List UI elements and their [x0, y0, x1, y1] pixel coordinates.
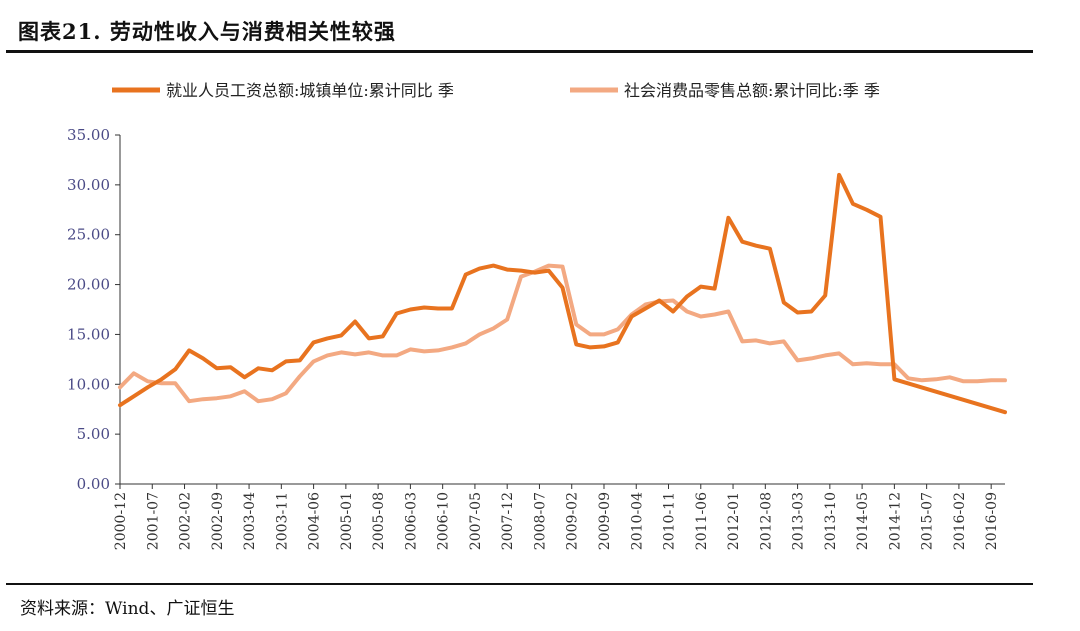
x-tick-label: 2002-02	[178, 492, 194, 550]
bottom-rule	[6, 583, 1033, 585]
x-tick-label: 2003-04	[242, 492, 258, 550]
y-tick-label: 35.00	[67, 126, 110, 144]
x-tick-label: 2013-10	[823, 492, 839, 550]
x-tick-label: 2002-09	[210, 492, 226, 550]
x-tick-label: 2009-02	[565, 492, 581, 550]
x-tick-label: 2005-01	[339, 492, 355, 550]
y-tick-label: 15.00	[67, 325, 110, 343]
x-tick-label: 2014-05	[855, 492, 871, 550]
x-tick-label: 2005-08	[371, 492, 387, 550]
x-tick-label: 2010-11	[662, 492, 678, 550]
top-rule	[6, 50, 1033, 53]
y-tick-label: 5.00	[77, 425, 110, 443]
legend-label-series-2: 社会消费品零售总额:累计同比:季 季	[624, 81, 880, 100]
y-tick-label: 30.00	[67, 176, 110, 194]
legend: 就业人员工资总额:城镇单位:累计同比 季 社会消费品零售总额:累计同比:季 季	[112, 81, 880, 100]
x-tick-label: 2001-07	[145, 492, 161, 550]
y-tick-label: 20.00	[67, 276, 110, 294]
y-tick-label: 0.00	[77, 475, 110, 493]
y-tick-label: 10.00	[67, 375, 110, 393]
chart-title: 图表21. 劳动性收入与消费相关性较强	[18, 19, 396, 44]
x-tick-label: 2006-03	[403, 492, 419, 550]
series-line-2	[118, 263, 1007, 404]
x-tick-label: 2010-04	[629, 492, 645, 550]
series-line-1	[118, 172, 1007, 415]
x-tick-label: 2012-01	[726, 492, 742, 550]
x-tick-label: 2000-12	[113, 492, 129, 550]
x-tick-label: 2014-12	[887, 492, 903, 550]
x-tick-label: 2009-09	[597, 492, 613, 550]
x-tick-label: 2016-02	[952, 492, 968, 550]
x-tick-label: 2016-09	[984, 492, 1000, 550]
x-tick-label: 2012-08	[758, 492, 774, 550]
series-layer	[118, 172, 1007, 415]
x-tick-label: 2013-03	[791, 492, 807, 550]
source-note: 资料来源：Wind、广证恒生	[20, 599, 235, 619]
x-tick-label: 2004-06	[307, 492, 323, 550]
legend-item-series-2: 社会消费品零售总额:累计同比:季 季	[570, 81, 880, 100]
x-axis: 2000-12 2001-07 2002-02 2002-09 2003-04 2003-…	[113, 483, 1005, 550]
x-tick-label: 2015-07	[920, 492, 936, 550]
x-tick-label: 2007-12	[500, 492, 516, 550]
y-axis: 35.00 30.00 25.00 20.00 15.00 10.00 5.00 0.00	[67, 126, 121, 493]
x-tick-label: 2008-07	[532, 492, 548, 550]
x-tick-label: 2011-06	[694, 492, 710, 550]
legend-item-series-1: 就业人员工资总额:城镇单位:累计同比 季	[112, 81, 454, 100]
legend-label-series-1: 就业人员工资总额:城镇单位:累计同比 季	[166, 81, 454, 100]
y-tick-label: 25.00	[67, 226, 110, 244]
x-tick-label: 2006-10	[436, 492, 452, 550]
x-tick-label: 2007-05	[468, 492, 484, 550]
x-tick-label: 2003-11	[274, 492, 290, 550]
